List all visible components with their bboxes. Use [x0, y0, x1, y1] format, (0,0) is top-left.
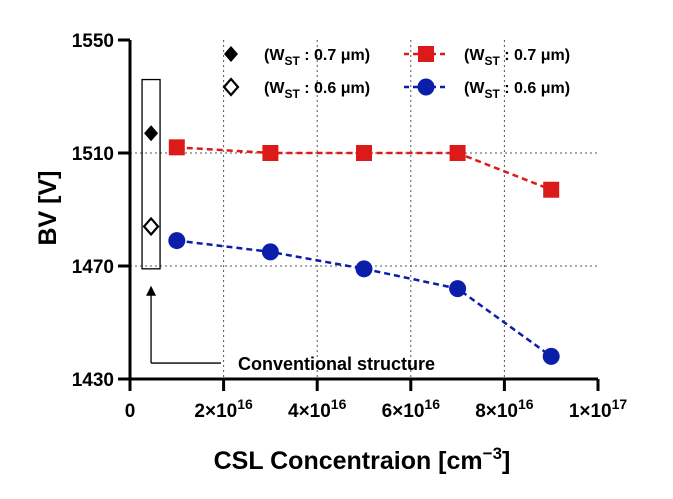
grid-lines	[130, 40, 598, 379]
x-axis-label: CSL Concentraion [cm−3]	[214, 444, 511, 475]
legend-marker	[224, 46, 238, 62]
y-tick-label: 1430	[72, 370, 114, 391]
data-point	[262, 145, 279, 161]
series-line	[176, 146, 552, 191]
legend-label: (WST : 0.7 μm)	[464, 47, 570, 68]
series-line	[176, 239, 552, 358]
y-tick-label: 1470	[72, 257, 114, 278]
data-point	[168, 232, 186, 250]
legend-label: (WST : 0.6 μm)	[264, 80, 370, 101]
x-axis-label-end: ]	[502, 447, 510, 475]
data-point	[144, 125, 159, 142]
data-point	[543, 181, 560, 198]
legend-label: (WST : 0.6 μm)	[464, 80, 570, 101]
data-point	[356, 145, 372, 161]
data-point	[168, 139, 185, 156]
x-tick-label: 6×1016	[382, 396, 441, 422]
legend: (WST : 0.7 μm) (WST : 0.6 μm) (WST : 0.7 μ…	[222, 46, 570, 101]
legend-marker	[222, 77, 240, 97]
y-tick-label: 1550	[72, 31, 114, 52]
x-tick-label: 1×1017	[569, 396, 628, 422]
data-series	[142, 125, 560, 365]
axes	[118, 38, 600, 391]
annotation-arrowhead	[146, 285, 157, 296]
legend-marker	[417, 78, 435, 96]
x-tick-label: 4×1016	[288, 396, 347, 422]
data-point	[449, 280, 467, 298]
x-tick-label: 8×1016	[475, 396, 534, 422]
annotation-text: Conventional structure	[238, 354, 435, 374]
y-axis-label: BV [V]	[34, 171, 62, 246]
x-tick-label: 2×1016	[194, 396, 253, 422]
x-axis-label-sup: −3	[483, 444, 502, 463]
data-point	[355, 260, 373, 278]
highlight-box	[141, 78, 161, 270]
legend-marker	[418, 46, 434, 62]
legend-label: (WST : 0.7 μm)	[264, 47, 370, 68]
x-tick-label: 0	[125, 401, 136, 422]
data-point	[449, 145, 466, 161]
y-tick-label: 1510	[72, 144, 114, 165]
data-point	[261, 243, 279, 261]
annotation: Conventional structure	[146, 285, 435, 374]
x-axis-label-main: CSL Concentraion [cm	[214, 447, 483, 475]
tick-labels: 1430 1470 1510 1550 0 2×1016 4×1016 6×1016 8×101…	[72, 31, 628, 422]
data-point	[142, 216, 160, 237]
data-point	[542, 347, 560, 365]
conventional-structure-box	[141, 78, 161, 270]
